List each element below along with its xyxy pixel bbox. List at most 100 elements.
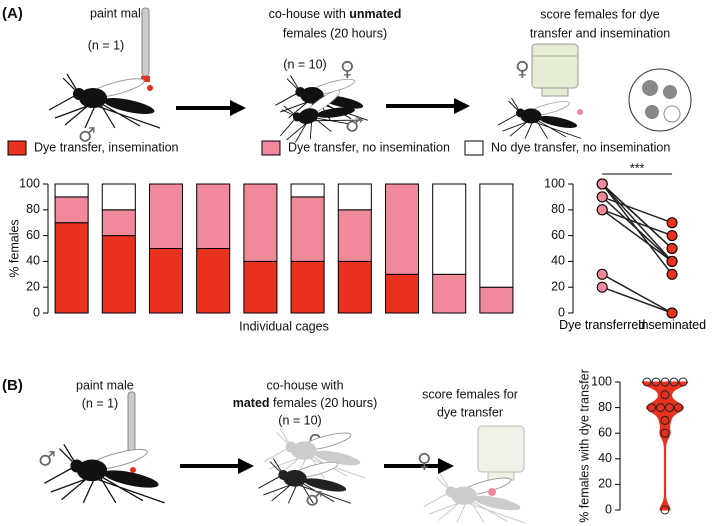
- bar-segment: [432, 273, 467, 314]
- y-tick-label: 80: [26, 202, 40, 216]
- step-n: (n = 1): [82, 396, 118, 410]
- arrow-head: [238, 458, 254, 474]
- y-tick-label: 20: [551, 279, 565, 293]
- male-symbol: ♂: [78, 123, 96, 147]
- violin: [641, 381, 689, 511]
- objective-tip: [541, 87, 569, 97]
- legend-label: Dye transfer, no insemination: [288, 140, 450, 154]
- point: [660, 390, 670, 400]
- annotation: ***: [630, 161, 645, 175]
- step-text: females (20 hours): [283, 26, 387, 40]
- pair-line: [601, 183, 673, 275]
- zoom: [628, 68, 692, 132]
- point: [660, 428, 670, 438]
- point: [660, 505, 670, 515]
- x-tick-label: Inseminated: [637, 318, 707, 332]
- x-tick-label: Dye transferred: [559, 318, 646, 332]
- arrow-head: [454, 98, 470, 114]
- y-tick-label: 100: [591, 374, 612, 388]
- y-axis-label: % females: [7, 219, 21, 277]
- point: [656, 403, 665, 413]
- bar-segment: [243, 183, 278, 262]
- arrow-head: [230, 100, 246, 116]
- y-tick-label: 100: [544, 176, 565, 190]
- brush-tip: [141, 76, 150, 82]
- point: [596, 268, 608, 280]
- bar-segment: [432, 183, 467, 275]
- point: [666, 268, 678, 280]
- y-tick-label: 0: [33, 305, 40, 319]
- dye: [130, 467, 136, 473]
- y-tick-label: 40: [598, 451, 612, 465]
- brush: [127, 391, 136, 455]
- y-tick-label: 0: [605, 502, 612, 516]
- step-text: co-house with unmated: [269, 7, 402, 21]
- y-tick-label: 80: [551, 202, 565, 216]
- female-symbol: ♀: [340, 57, 355, 81]
- male-symbol: ♂: [305, 487, 323, 511]
- bar-segment: [54, 196, 89, 224]
- bar-segment: [243, 260, 278, 314]
- legend-swatch: [7, 140, 27, 156]
- objective: [477, 425, 525, 473]
- y-tick-label: 100: [19, 176, 40, 190]
- point: [647, 403, 656, 413]
- spermatheca: [645, 105, 659, 119]
- dye: [488, 488, 496, 496]
- bar-segment: [101, 235, 136, 314]
- mosquito: [48, 73, 161, 129]
- bar-segment: [101, 183, 136, 211]
- point: [596, 191, 608, 203]
- bar-segment: [196, 248, 231, 314]
- point: [642, 377, 652, 387]
- point: [666, 243, 678, 254]
- panel-label: (B): [2, 377, 23, 394]
- y-tick-label: 80: [598, 400, 612, 414]
- y-tick-label: 40: [26, 254, 40, 268]
- point: [666, 307, 678, 319]
- point: [596, 281, 608, 293]
- y-tick-label: 20: [26, 279, 40, 293]
- step-text: score females for dye: [540, 7, 660, 21]
- legend-swatch: [261, 140, 281, 156]
- female-symbol: ♀: [515, 57, 530, 81]
- bar-segment: [148, 248, 184, 314]
- pair-line: [601, 286, 673, 314]
- step-text: dye transfer: [437, 405, 503, 419]
- bar-segment: [54, 183, 89, 198]
- bar-segment: [148, 183, 184, 249]
- step-text: paint male: [76, 378, 134, 392]
- step-text: transfer and insemination: [530, 26, 670, 40]
- bar-segment: [384, 273, 420, 314]
- point: [596, 178, 608, 190]
- pair-line: [601, 196, 673, 224]
- point: [666, 230, 678, 242]
- point: [660, 415, 670, 425]
- x-axis-label: Individual cages: [239, 319, 329, 333]
- y-tick-label: 60: [26, 228, 40, 242]
- point: [651, 377, 661, 387]
- legend-label: Dye transfer, insemination: [34, 140, 179, 154]
- bar-segment: [479, 286, 514, 314]
- pair-line: [601, 183, 673, 262]
- point: [674, 403, 683, 413]
- point: [665, 403, 674, 413]
- brush: [141, 7, 150, 77]
- point: [666, 255, 678, 267]
- spermatheca: [642, 80, 658, 96]
- y-tick-label: 20: [598, 477, 612, 491]
- spermatheca: [663, 85, 677, 99]
- y-tick-label: 0: [558, 305, 565, 319]
- step-text: co-house with: [269, 7, 346, 21]
- female-symbol: ♀: [417, 449, 432, 473]
- y-tick-label: 60: [598, 425, 612, 439]
- point: [666, 217, 678, 229]
- mosquito: [43, 443, 166, 504]
- legend-swatch: [464, 140, 484, 156]
- point: [596, 204, 608, 216]
- step-n: (n = 10): [283, 57, 326, 71]
- objective: [531, 43, 579, 89]
- bar-segment: [290, 196, 325, 262]
- dye: [147, 85, 153, 91]
- y-tick-label: 40: [551, 254, 565, 268]
